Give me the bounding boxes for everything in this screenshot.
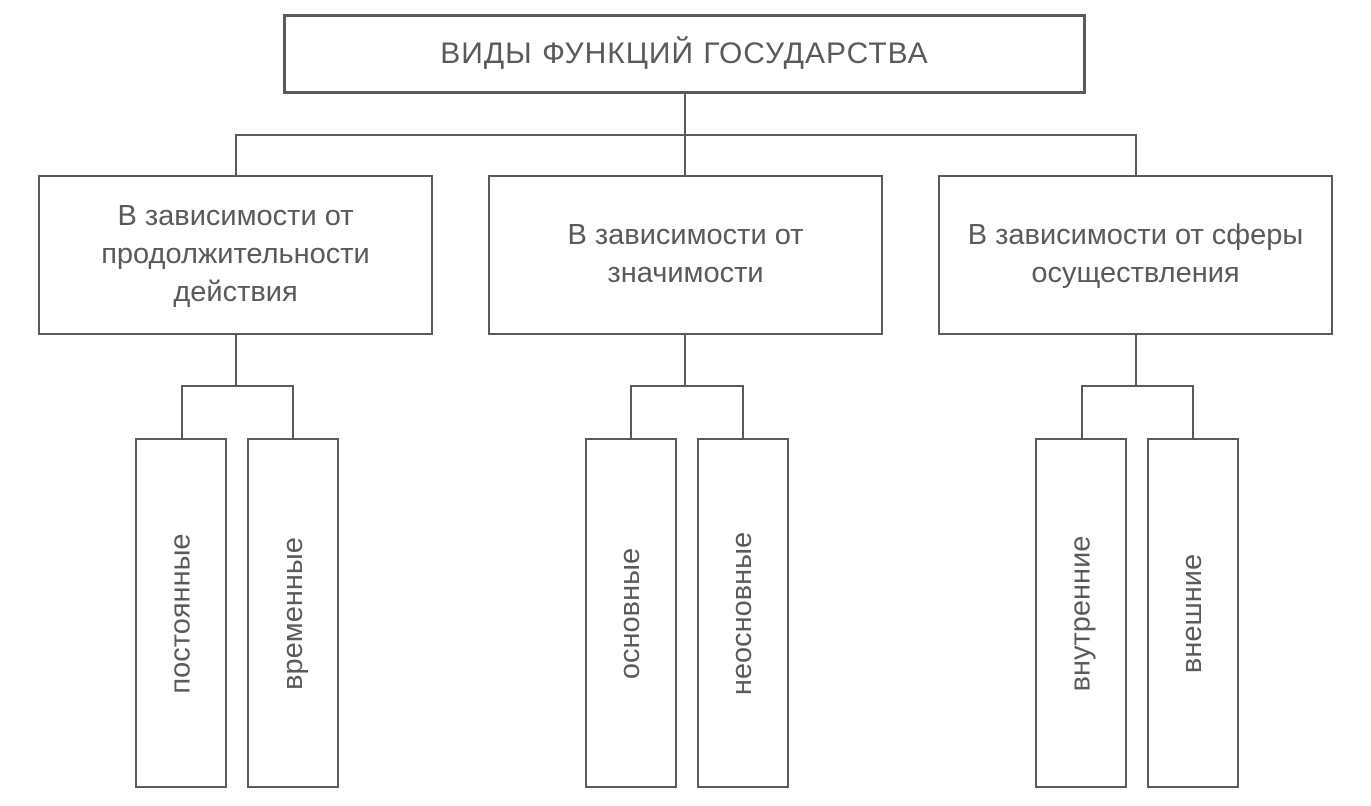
leaf-label: неосновные bbox=[727, 531, 760, 694]
connector-line bbox=[630, 385, 744, 387]
connector-line bbox=[235, 134, 1137, 136]
connector-line bbox=[1135, 134, 1137, 175]
leaf-label: внешние bbox=[1177, 553, 1210, 672]
leaf-label: внутренние bbox=[1065, 535, 1098, 691]
leaf-node-main: основные bbox=[585, 438, 677, 788]
connector-line bbox=[684, 134, 686, 175]
connector-line bbox=[1135, 335, 1137, 385]
connector-line bbox=[1081, 385, 1194, 387]
category-node-sphere: В зависимости от сферы осуществления bbox=[938, 175, 1333, 335]
category-label: В зависимости от сферы осуществления bbox=[950, 217, 1321, 292]
category-node-duration: В зависимости от продолжительности дейст… bbox=[38, 175, 433, 335]
connector-line bbox=[235, 335, 237, 385]
connector-line bbox=[742, 385, 744, 438]
leaf-label: основные bbox=[615, 547, 648, 678]
connector-line bbox=[684, 335, 686, 385]
leaf-label: постоянные bbox=[165, 533, 198, 693]
connector-line bbox=[630, 385, 632, 438]
leaf-node-nonmain: неосновные bbox=[697, 438, 789, 788]
connector-line bbox=[684, 94, 686, 134]
connector-line bbox=[1192, 385, 1194, 438]
category-label: В зависимости от продолжительности дейст… bbox=[50, 198, 421, 311]
leaf-label: временные bbox=[277, 537, 310, 690]
leaf-node-temporary: временные bbox=[247, 438, 339, 788]
leaf-node-external: внешние bbox=[1147, 438, 1239, 788]
category-node-significance: В зависимости от значимости bbox=[488, 175, 883, 335]
connector-line bbox=[181, 385, 294, 387]
connector-line bbox=[292, 385, 294, 438]
category-label: В зависимости от значимости bbox=[500, 217, 871, 292]
root-node: ВИДЫ ФУНКЦИЙ ГОСУДАРСТВА bbox=[283, 14, 1086, 94]
connector-line bbox=[181, 385, 183, 438]
leaf-node-internal: внутренние bbox=[1035, 438, 1127, 788]
connector-line bbox=[1081, 385, 1083, 438]
leaf-node-permanent: постоянные bbox=[135, 438, 227, 788]
connector-line bbox=[235, 134, 237, 175]
root-label: ВИДЫ ФУНКЦИЙ ГОСУДАРСТВА bbox=[440, 37, 928, 71]
